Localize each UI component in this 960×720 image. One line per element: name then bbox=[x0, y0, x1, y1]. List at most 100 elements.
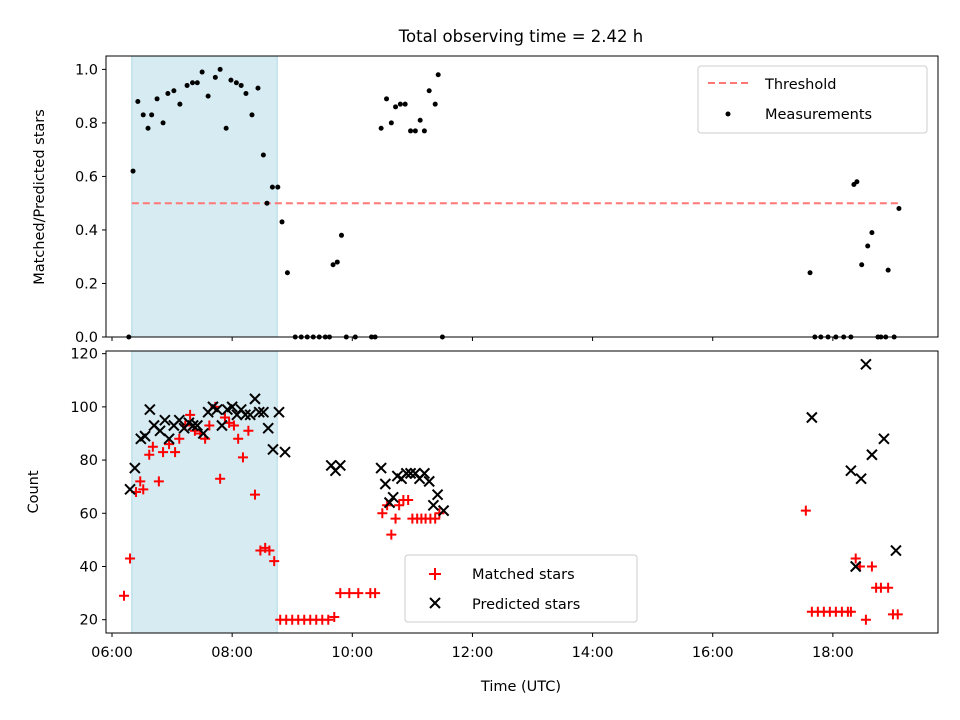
measurement-point bbox=[212, 74, 218, 80]
matched-star-marker bbox=[153, 476, 164, 487]
predicted-legend-label: Predicted stars bbox=[472, 597, 580, 613]
top-y-axis-label: Matched/Predicted stars bbox=[32, 109, 48, 285]
measurements-legend-label: Measurements bbox=[765, 107, 872, 123]
predicted-star-marker bbox=[262, 422, 274, 434]
predicted-star-marker bbox=[404, 467, 417, 480]
matched-star-marker bbox=[135, 476, 146, 487]
measurement-point bbox=[412, 128, 418, 134]
bottom-y-axis: 20 40 60 80 100 120 bbox=[70, 347, 106, 629]
matched-star-marker bbox=[386, 529, 397, 540]
matched-star-marker bbox=[243, 425, 254, 436]
measurement-point bbox=[408, 128, 414, 134]
top-y-axis: 0.0 0.2 0.4 0.6 0.8 1.0 bbox=[75, 62, 106, 346]
bot-y-tick-label: 20 bbox=[80, 613, 98, 629]
bot-y-tick-label: 100 bbox=[70, 400, 98, 416]
matched-star-marker bbox=[860, 614, 871, 625]
predicted-star-marker bbox=[418, 467, 431, 480]
matched-star-marker bbox=[164, 439, 175, 450]
measurement-point bbox=[388, 120, 394, 126]
predicted-star-marker bbox=[197, 427, 210, 440]
matched-legend-swatch bbox=[429, 568, 441, 580]
x-tick-label: 08:00 bbox=[211, 645, 253, 661]
matched-star-marker bbox=[185, 409, 196, 420]
measurement-point bbox=[223, 125, 229, 131]
bottom-panel: 20 40 60 80 100 120 06:00 08:00 10:00 12:00 14:00… bbox=[26, 347, 939, 695]
matched-star-marker bbox=[237, 452, 248, 463]
predicted-star-marker bbox=[211, 403, 223, 416]
predicted-star-marker bbox=[279, 446, 291, 458]
measurement-point bbox=[130, 168, 136, 174]
matched-star-marker bbox=[158, 447, 169, 458]
matched-star-marker bbox=[233, 433, 244, 444]
predicted-star-marker bbox=[226, 401, 238, 413]
measurement-point bbox=[330, 262, 336, 268]
predicted-star-marker bbox=[860, 358, 872, 371]
measurement-point bbox=[149, 112, 155, 118]
top-y-tick-label: 0.6 bbox=[75, 169, 98, 185]
top-axes-frame bbox=[105, 55, 939, 338]
figure-title: Total observing time = 2.42 h bbox=[398, 27, 643, 46]
predicted-legend-swatch bbox=[429, 597, 441, 609]
bottom-axes-frame bbox=[105, 350, 939, 634]
top-panel: 0.0 0.2 0.4 0.6 0.8 1.0 Matched/Predicted sta… bbox=[32, 55, 939, 346]
measurement-point bbox=[190, 80, 196, 86]
top-legend: Threshold Measurements bbox=[697, 65, 928, 134]
measurements-legend-swatch bbox=[725, 111, 731, 117]
predicted-star-marker bbox=[387, 491, 399, 504]
measurement-point bbox=[426, 88, 432, 94]
measurement-point bbox=[279, 219, 285, 225]
measurement-point bbox=[255, 85, 261, 91]
x-tick-label: 12:00 bbox=[452, 645, 494, 661]
measurement-point bbox=[393, 104, 399, 110]
predicted-star-marker bbox=[159, 414, 171, 426]
predicted-star-marker bbox=[383, 496, 396, 509]
predicted-star-marker bbox=[849, 560, 862, 573]
measurement-point bbox=[194, 80, 200, 86]
bot-y-tick-label: 80 bbox=[80, 453, 98, 469]
x-tick-label: 18:00 bbox=[812, 645, 854, 661]
measurement-point bbox=[885, 267, 891, 273]
matched-star-marker bbox=[323, 614, 334, 625]
measurement-point bbox=[249, 112, 255, 118]
measurement-point bbox=[417, 117, 423, 123]
measurement-point bbox=[854, 179, 860, 185]
measurement-point bbox=[269, 184, 275, 190]
measurement-point bbox=[260, 152, 266, 158]
measurement-point bbox=[199, 69, 205, 75]
x-axis-label: Time (UTC) bbox=[480, 679, 561, 695]
predicted-star-marker bbox=[187, 419, 199, 432]
top-x-axis bbox=[111, 337, 834, 341]
predicted-star-marker bbox=[855, 472, 867, 485]
measurement-point bbox=[397, 101, 403, 107]
bot-y-tick-label: 120 bbox=[70, 347, 98, 363]
measurement-point bbox=[334, 259, 340, 265]
predicted-star-marker bbox=[129, 462, 141, 474]
top-legend-box bbox=[697, 65, 928, 134]
predicted-star-marker bbox=[249, 393, 261, 405]
predicted-star-marker bbox=[431, 488, 444, 501]
threshold-legend-label: Threshold bbox=[764, 77, 836, 93]
matched-star-marker bbox=[335, 588, 346, 599]
matched-star-marker bbox=[394, 500, 405, 511]
predicted-star-marker bbox=[257, 406, 270, 418]
matched-star-marker bbox=[147, 441, 158, 452]
predicted-star-marker bbox=[139, 430, 151, 442]
top-y-tick-label: 0.0 bbox=[75, 330, 98, 346]
matched-star-marker bbox=[228, 420, 239, 431]
x-tick-label: 10:00 bbox=[331, 645, 373, 661]
predicted-star-marker bbox=[878, 433, 890, 445]
measurement-point bbox=[865, 243, 871, 249]
predicted-star-marker bbox=[163, 433, 175, 445]
measurement-point bbox=[165, 90, 171, 96]
matched-star-marker bbox=[144, 449, 155, 460]
predicted-star-marker bbox=[375, 462, 387, 474]
measurement-point bbox=[154, 96, 160, 102]
predicted-star-marker bbox=[216, 419, 228, 432]
bottom-plot-area bbox=[119, 358, 903, 625]
top-y-tick-label: 0.4 bbox=[75, 223, 98, 239]
measurement-point bbox=[205, 93, 211, 99]
matched-star-marker bbox=[264, 545, 275, 556]
predicted-star-marker bbox=[427, 499, 440, 512]
matched-star-marker bbox=[430, 513, 441, 524]
